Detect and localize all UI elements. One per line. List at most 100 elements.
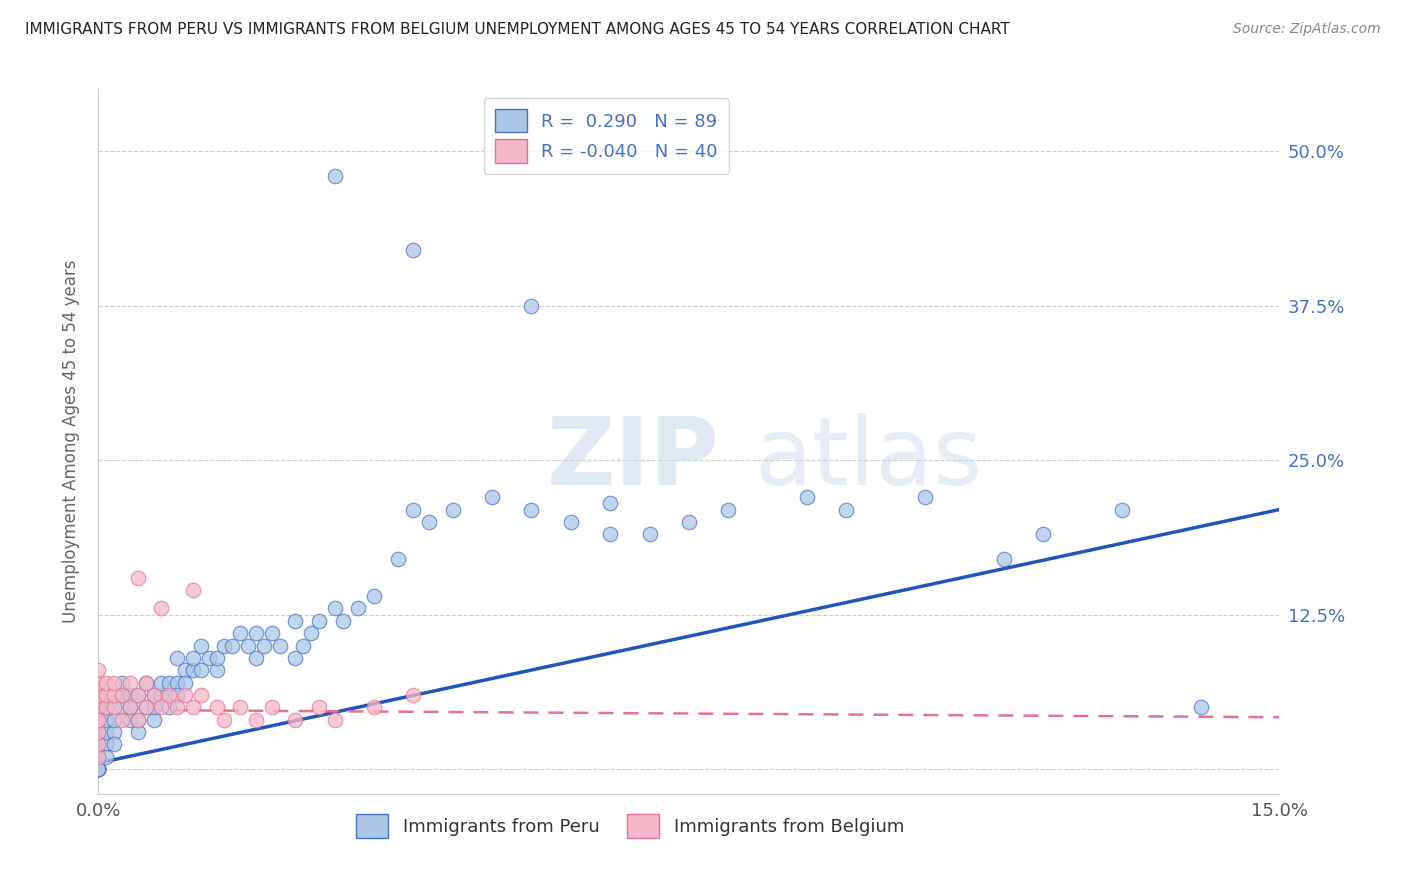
- Point: [717, 502, 740, 516]
- Point: [678, 515, 700, 529]
- Point: [127, 688, 149, 702]
- Y-axis label: Unemployment Among Ages 45 to 54 years: Unemployment Among Ages 45 to 54 years: [62, 260, 80, 624]
- Point: [174, 675, 197, 690]
- Point: [87, 738, 110, 752]
- Point: [87, 713, 110, 727]
- Point: [111, 713, 134, 727]
- Point: [229, 626, 252, 640]
- Point: [260, 626, 283, 640]
- Point: [87, 762, 110, 776]
- Point: [87, 725, 110, 739]
- Point: [993, 552, 1015, 566]
- Point: [87, 762, 110, 776]
- Point: [205, 663, 228, 677]
- Point: [150, 700, 173, 714]
- Point: [332, 614, 354, 628]
- Point: [835, 502, 858, 516]
- Point: [402, 502, 425, 516]
- Point: [150, 601, 173, 615]
- Point: [347, 601, 370, 615]
- Point: [229, 700, 252, 714]
- Point: [87, 762, 110, 776]
- Point: [1189, 700, 1212, 714]
- Point: [190, 663, 212, 677]
- Point: [308, 700, 330, 714]
- Point: [111, 688, 134, 702]
- Point: [1111, 502, 1133, 516]
- Point: [599, 496, 621, 510]
- Point: [87, 762, 110, 776]
- Point: [284, 651, 307, 665]
- Point: [103, 700, 125, 714]
- Point: [87, 675, 110, 690]
- Point: [174, 688, 197, 702]
- Point: [111, 675, 134, 690]
- Point: [127, 570, 149, 584]
- Point: [135, 700, 157, 714]
- Point: [150, 675, 173, 690]
- Point: [174, 663, 197, 677]
- Point: [308, 614, 330, 628]
- Point: [87, 738, 110, 752]
- Point: [157, 688, 180, 702]
- Point: [236, 639, 259, 653]
- Point: [87, 700, 110, 714]
- Point: [87, 663, 110, 677]
- Point: [205, 700, 228, 714]
- Point: [181, 582, 204, 597]
- Point: [253, 639, 276, 653]
- Point: [914, 490, 936, 504]
- Point: [599, 527, 621, 541]
- Point: [214, 713, 236, 727]
- Point: [323, 601, 346, 615]
- Point: [103, 725, 125, 739]
- Point: [363, 589, 385, 603]
- Point: [118, 700, 141, 714]
- Point: [190, 688, 212, 702]
- Text: atlas: atlas: [754, 413, 983, 505]
- Legend: Immigrants from Peru, Immigrants from Belgium: Immigrants from Peru, Immigrants from Be…: [349, 807, 911, 845]
- Point: [135, 675, 157, 690]
- Point: [269, 639, 291, 653]
- Text: Source: ZipAtlas.com: Source: ZipAtlas.com: [1233, 22, 1381, 37]
- Point: [111, 700, 134, 714]
- Text: ZIP: ZIP: [547, 413, 720, 505]
- Point: [214, 639, 236, 653]
- Point: [142, 688, 165, 702]
- Point: [87, 725, 110, 739]
- Point: [142, 688, 165, 702]
- Point: [299, 626, 322, 640]
- Point: [245, 713, 267, 727]
- Point: [260, 700, 283, 714]
- Point: [96, 700, 118, 714]
- Point: [96, 738, 118, 752]
- Point: [96, 700, 118, 714]
- Point: [292, 639, 315, 653]
- Point: [87, 725, 110, 739]
- Point: [520, 502, 543, 516]
- Point: [135, 675, 157, 690]
- Point: [87, 688, 110, 702]
- Point: [441, 502, 464, 516]
- Point: [87, 762, 110, 776]
- Point: [87, 749, 110, 764]
- Point: [481, 490, 503, 504]
- Point: [166, 700, 188, 714]
- Point: [157, 675, 180, 690]
- Point: [87, 713, 110, 727]
- Point: [166, 688, 188, 702]
- Point: [323, 713, 346, 727]
- Point: [96, 749, 118, 764]
- Point: [181, 663, 204, 677]
- Point: [118, 688, 141, 702]
- Point: [103, 738, 125, 752]
- Point: [418, 515, 440, 529]
- Point: [363, 700, 385, 714]
- Point: [96, 713, 118, 727]
- Point: [127, 725, 149, 739]
- Point: [221, 639, 243, 653]
- Point: [245, 651, 267, 665]
- Point: [181, 651, 204, 665]
- Point: [181, 700, 204, 714]
- Point: [520, 299, 543, 313]
